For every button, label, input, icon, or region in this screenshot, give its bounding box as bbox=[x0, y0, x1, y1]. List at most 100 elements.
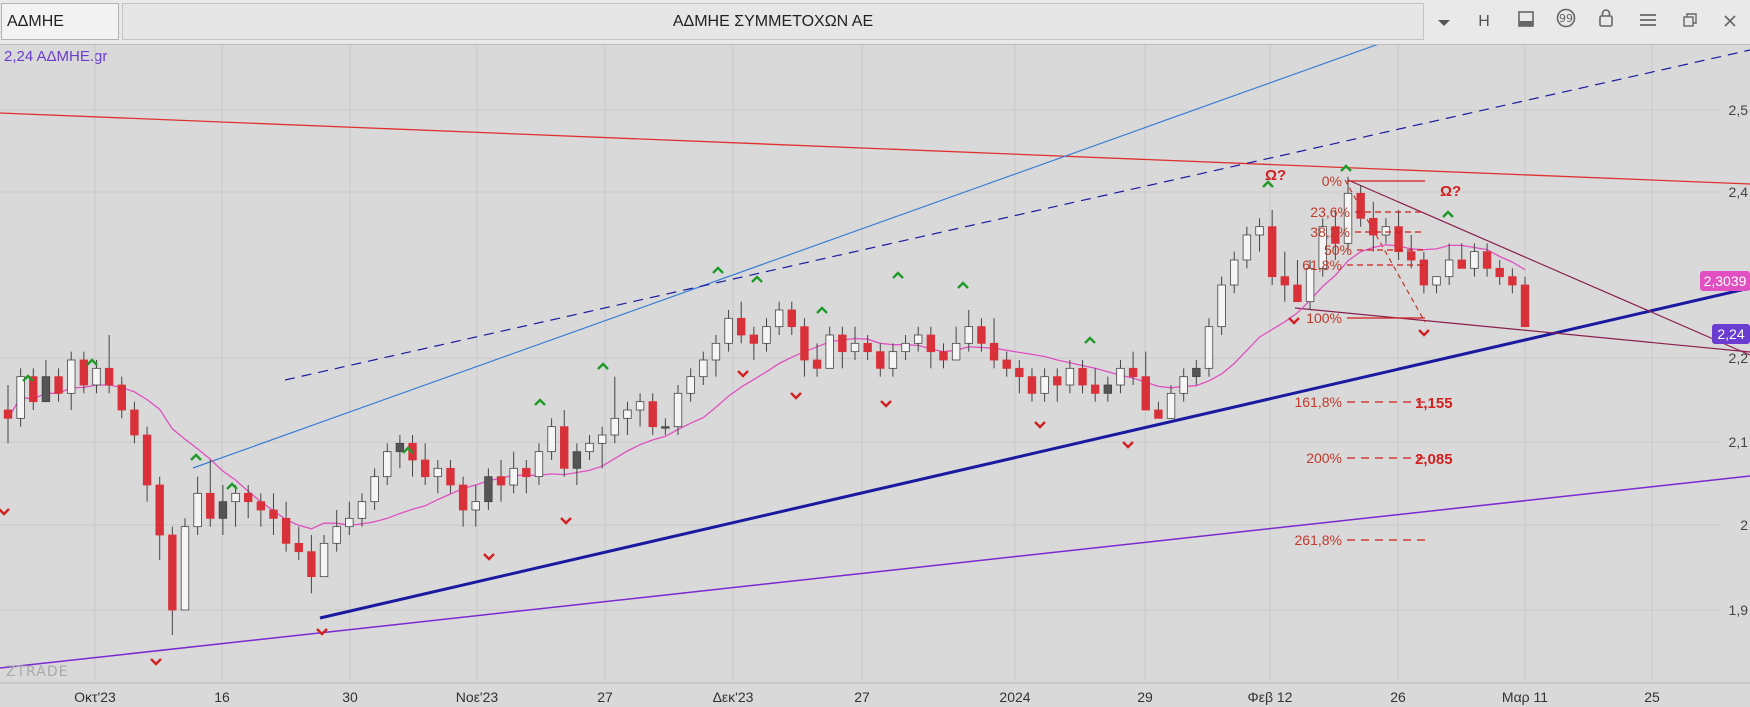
candle bbox=[838, 334, 847, 353]
time-axis-label: 25 bbox=[1644, 689, 1660, 705]
dashed-channel-line bbox=[284, 49, 1750, 381]
candle bbox=[547, 426, 556, 453]
candle bbox=[294, 542, 303, 553]
candle bbox=[180, 526, 190, 611]
candle bbox=[383, 451, 392, 478]
candle bbox=[231, 492, 240, 503]
sell-signal-marker bbox=[150, 658, 162, 666]
candle bbox=[699, 359, 708, 378]
candle bbox=[307, 551, 316, 578]
candle bbox=[218, 501, 228, 519]
fib-level-label: 261,8% bbox=[1295, 532, 1342, 548]
candle bbox=[1407, 251, 1416, 261]
candle bbox=[1179, 376, 1188, 394]
fib-level-value: 1,155 bbox=[1415, 395, 1453, 412]
price-axis-label: 2,5 bbox=[1729, 102, 1749, 118]
wave-annotation: Ω? bbox=[1265, 167, 1286, 184]
panel-icon[interactable] bbox=[1510, 6, 1542, 38]
menu-icon[interactable] bbox=[1632, 6, 1664, 38]
candle bbox=[484, 476, 493, 503]
candle bbox=[711, 342, 721, 361]
candle bbox=[977, 326, 986, 344]
candle bbox=[673, 392, 683, 428]
buy-signal-marker bbox=[1442, 210, 1454, 218]
candle bbox=[812, 359, 822, 369]
price-axis-label: 2,2 bbox=[1729, 350, 1749, 366]
candle bbox=[1015, 367, 1024, 378]
time-axis-label: Δεκ'23 bbox=[713, 689, 754, 705]
candle bbox=[863, 342, 872, 353]
candle bbox=[572, 451, 582, 469]
candle bbox=[762, 326, 771, 344]
candle bbox=[104, 367, 114, 386]
candle bbox=[1457, 259, 1466, 269]
price-axis: 2,5 2,4 2,2 2,1 2 1,9 2,3039 2,24 bbox=[1700, 102, 1750, 618]
sell-signal-marker bbox=[737, 370, 749, 378]
candle bbox=[269, 509, 278, 519]
candle bbox=[420, 459, 430, 478]
candle bbox=[749, 334, 759, 344]
restore-icon[interactable] bbox=[1674, 6, 1706, 38]
sell-signal-marker bbox=[316, 628, 328, 636]
price-axis-label: 1,9 bbox=[1729, 602, 1749, 618]
candle bbox=[1065, 367, 1075, 386]
symbol-input[interactable]: ΑΔΜΗΕ bbox=[1, 3, 119, 40]
wedge-lower-line bbox=[1294, 307, 1750, 353]
candle bbox=[1508, 276, 1517, 286]
interval-button[interactable]: H bbox=[1478, 13, 1490, 30]
candle bbox=[1053, 376, 1062, 386]
candle bbox=[534, 451, 544, 478]
sell-signal-marker bbox=[483, 553, 495, 561]
candle bbox=[357, 501, 367, 519]
sell-signal-marker bbox=[1418, 329, 1430, 337]
candle bbox=[610, 417, 619, 436]
candle bbox=[661, 426, 670, 429]
lock-icon[interactable] bbox=[1590, 6, 1622, 38]
fib-level-label: 161,8% bbox=[1295, 394, 1342, 410]
company-name: ΑΔΜΗΕ ΣΥΜΜΕΤΟΧΩΝ ΑΕ bbox=[122, 3, 1424, 40]
buy-signal-marker bbox=[190, 453, 202, 461]
buy-signal-marker bbox=[1084, 336, 1096, 344]
time-axis-label: 27 bbox=[597, 689, 613, 705]
candle bbox=[471, 501, 480, 511]
candle bbox=[79, 359, 89, 386]
candle bbox=[648, 401, 657, 428]
candle bbox=[1495, 267, 1504, 278]
candle bbox=[1040, 376, 1049, 394]
close-icon[interactable] bbox=[1714, 6, 1746, 38]
time-axis-label: 2024 bbox=[999, 689, 1030, 705]
candle bbox=[850, 342, 860, 353]
candle bbox=[206, 492, 215, 519]
candle bbox=[142, 434, 152, 486]
candle bbox=[54, 376, 63, 394]
chevron-down-icon[interactable] bbox=[1426, 6, 1462, 38]
candle bbox=[1078, 367, 1087, 386]
candle bbox=[1432, 276, 1441, 286]
lower-trendline bbox=[0, 475, 1750, 669]
fib-level-label: 200% bbox=[1306, 450, 1342, 466]
candle bbox=[1154, 409, 1163, 419]
candle bbox=[1267, 226, 1277, 278]
wedge-upper-line bbox=[1347, 179, 1750, 356]
candle bbox=[635, 401, 645, 411]
candle bbox=[1090, 384, 1100, 394]
buy-signal-marker bbox=[712, 266, 724, 274]
time-axis-label: 26 bbox=[1390, 689, 1406, 705]
candle bbox=[130, 409, 139, 436]
current-price-label: 2,24 bbox=[1717, 326, 1744, 342]
candle bbox=[1343, 192, 1353, 244]
sell-signal-marker bbox=[790, 392, 802, 400]
candle bbox=[243, 492, 253, 503]
quote-icon[interactable]: 99 bbox=[1550, 6, 1582, 38]
candle bbox=[1128, 367, 1138, 378]
sell-signal-marker bbox=[0, 508, 10, 516]
candle bbox=[370, 476, 379, 503]
buy-signal-marker bbox=[892, 271, 904, 279]
buy-signal-marker bbox=[534, 398, 546, 406]
candle bbox=[1356, 192, 1365, 219]
price-chart[interactable]: 0% 23,6% 38,2% 50%61,8% 100% 161,8% 1,155 200% 2… bbox=[0, 45, 1750, 707]
candle bbox=[825, 334, 834, 369]
candle bbox=[724, 317, 733, 344]
trendlines bbox=[0, 45, 1750, 669]
candle bbox=[16, 376, 25, 419]
